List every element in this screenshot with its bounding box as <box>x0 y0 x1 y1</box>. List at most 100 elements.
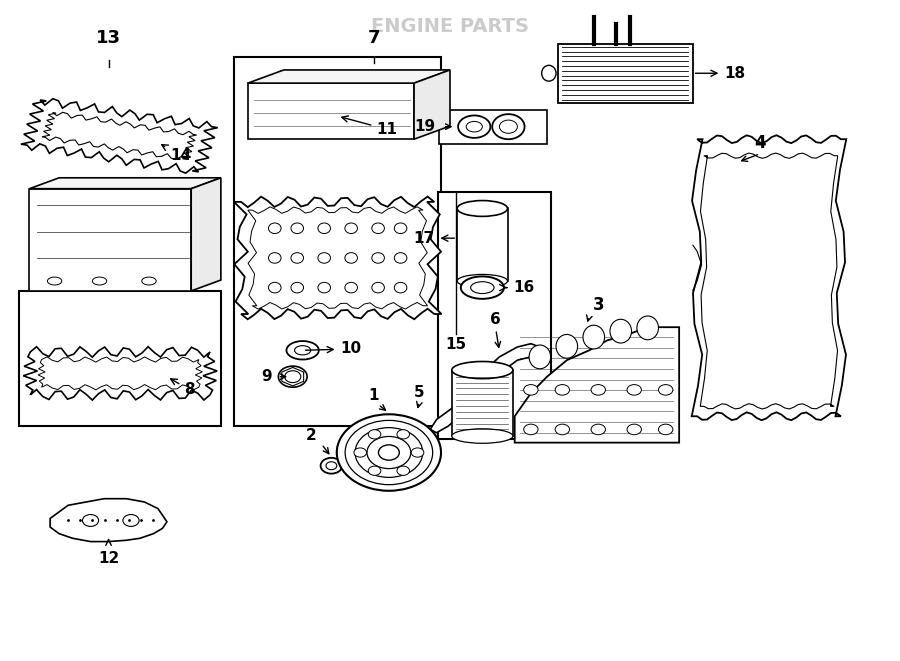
Ellipse shape <box>268 282 281 293</box>
Polygon shape <box>439 110 547 144</box>
Ellipse shape <box>542 65 556 81</box>
Ellipse shape <box>278 366 307 387</box>
Ellipse shape <box>397 466 410 475</box>
Ellipse shape <box>394 223 407 233</box>
Ellipse shape <box>367 436 410 469</box>
Ellipse shape <box>492 114 525 139</box>
Polygon shape <box>248 70 450 83</box>
Text: 11: 11 <box>342 116 397 137</box>
Text: 12: 12 <box>98 551 119 566</box>
Ellipse shape <box>471 282 494 293</box>
Ellipse shape <box>394 253 407 263</box>
Ellipse shape <box>524 424 538 435</box>
Ellipse shape <box>637 316 659 340</box>
Ellipse shape <box>372 253 384 263</box>
Ellipse shape <box>529 345 551 369</box>
Polygon shape <box>30 178 220 188</box>
Ellipse shape <box>411 448 424 457</box>
Polygon shape <box>23 346 217 400</box>
Polygon shape <box>191 178 220 291</box>
Ellipse shape <box>627 424 642 435</box>
Ellipse shape <box>337 414 441 490</box>
Text: 7: 7 <box>367 29 380 47</box>
Ellipse shape <box>318 282 330 293</box>
Ellipse shape <box>83 514 99 526</box>
Ellipse shape <box>397 430 410 439</box>
Polygon shape <box>234 57 441 426</box>
Text: 13: 13 <box>96 29 121 47</box>
Ellipse shape <box>555 385 570 395</box>
Ellipse shape <box>452 362 513 379</box>
Ellipse shape <box>583 325 605 349</box>
Ellipse shape <box>591 385 606 395</box>
Ellipse shape <box>461 276 504 299</box>
Ellipse shape <box>368 466 381 475</box>
Ellipse shape <box>345 223 357 233</box>
Ellipse shape <box>372 223 384 233</box>
Text: 15: 15 <box>446 337 467 352</box>
Polygon shape <box>457 208 508 281</box>
Ellipse shape <box>556 334 578 358</box>
Polygon shape <box>430 344 540 433</box>
Ellipse shape <box>457 274 508 288</box>
Polygon shape <box>452 370 513 436</box>
Text: 16: 16 <box>500 280 535 295</box>
Ellipse shape <box>294 346 310 355</box>
Text: 4: 4 <box>754 134 766 153</box>
Text: 18: 18 <box>696 65 745 81</box>
Ellipse shape <box>318 223 330 233</box>
Ellipse shape <box>372 282 384 293</box>
Polygon shape <box>234 196 442 319</box>
Text: 2: 2 <box>305 428 316 443</box>
Polygon shape <box>692 136 846 420</box>
Polygon shape <box>515 327 680 443</box>
Ellipse shape <box>268 223 281 233</box>
Ellipse shape <box>659 385 673 395</box>
Text: 6: 6 <box>490 312 500 327</box>
Text: 1: 1 <box>368 388 379 403</box>
Ellipse shape <box>524 385 538 395</box>
Ellipse shape <box>345 282 357 293</box>
Polygon shape <box>414 70 450 139</box>
Ellipse shape <box>458 116 491 138</box>
Text: 5: 5 <box>414 385 425 400</box>
Ellipse shape <box>610 319 632 343</box>
Text: 10: 10 <box>305 342 362 356</box>
Ellipse shape <box>48 277 62 285</box>
Ellipse shape <box>318 253 330 263</box>
Ellipse shape <box>123 514 140 526</box>
Polygon shape <box>19 291 220 426</box>
Ellipse shape <box>291 223 303 233</box>
Ellipse shape <box>457 200 508 216</box>
Polygon shape <box>558 44 693 103</box>
Polygon shape <box>21 98 218 173</box>
Text: 17: 17 <box>414 231 454 246</box>
Ellipse shape <box>355 428 423 477</box>
Polygon shape <box>438 192 551 440</box>
Ellipse shape <box>368 430 381 439</box>
Ellipse shape <box>379 445 400 460</box>
Text: 19: 19 <box>415 119 436 134</box>
Ellipse shape <box>345 253 357 263</box>
Ellipse shape <box>394 282 407 293</box>
Polygon shape <box>50 498 166 541</box>
Polygon shape <box>248 83 414 139</box>
Ellipse shape <box>627 385 642 395</box>
Ellipse shape <box>291 253 303 263</box>
Text: 14: 14 <box>162 145 191 163</box>
Ellipse shape <box>326 462 337 470</box>
Text: 9: 9 <box>262 369 272 384</box>
Text: 3: 3 <box>592 296 604 314</box>
Ellipse shape <box>142 277 157 285</box>
Ellipse shape <box>500 120 518 134</box>
Ellipse shape <box>452 429 513 444</box>
Ellipse shape <box>591 424 606 435</box>
Ellipse shape <box>659 424 673 435</box>
Ellipse shape <box>555 424 570 435</box>
Text: ENGINE PARTS: ENGINE PARTS <box>371 17 529 36</box>
Ellipse shape <box>291 282 303 293</box>
Polygon shape <box>30 188 191 291</box>
Ellipse shape <box>268 253 281 263</box>
Ellipse shape <box>286 341 319 360</box>
Ellipse shape <box>284 371 301 383</box>
